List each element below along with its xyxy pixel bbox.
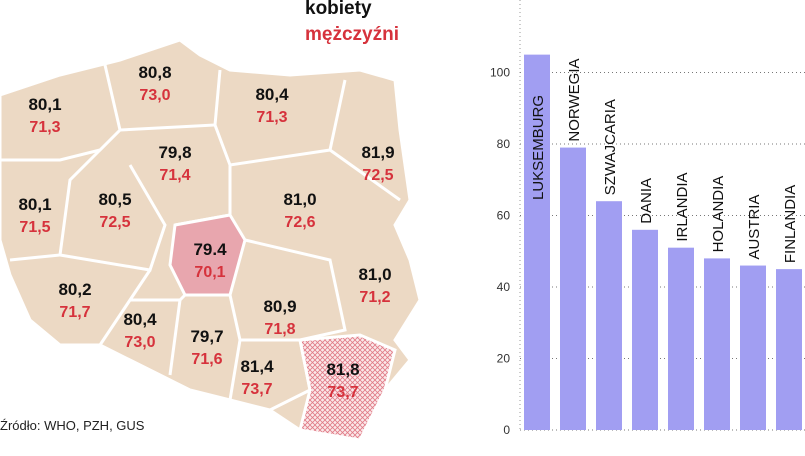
category-label: AUSTRIA xyxy=(746,195,763,260)
men-value: 71,3 xyxy=(29,119,60,136)
women-value: 80,1 xyxy=(28,95,61,114)
region-border xyxy=(213,79,347,167)
men-value: 73,0 xyxy=(139,87,170,104)
category-label: LUKSEMBURG xyxy=(530,95,547,200)
region-labels: 80,8 73,0 80,1 71,3 80,4 71,3 79,8 71,4 81,9 72,5… xyxy=(18,63,394,401)
source: Źródło: WHO, PZH, GUS xyxy=(0,418,145,433)
men-value: 72,6 xyxy=(284,214,315,231)
women-value: 80,5 xyxy=(98,190,131,209)
bar xyxy=(668,247,694,430)
category-label: DANIA xyxy=(638,178,655,224)
women-value: 80,4 xyxy=(255,85,289,104)
category-label: NORWEGIA xyxy=(566,58,583,141)
bar xyxy=(776,269,802,430)
men-value: 73,7 xyxy=(241,381,272,398)
men-value: 70,1 xyxy=(194,264,225,281)
category-label: SZWAJCARIA xyxy=(602,99,619,195)
women-value: 80,2 xyxy=(58,280,91,299)
women-value: 79,8 xyxy=(158,143,191,162)
women-value: 81,9 xyxy=(361,143,394,162)
women-value: 81,4 xyxy=(240,357,274,376)
women-value: 81,0 xyxy=(283,190,316,209)
region-highlight xyxy=(168,213,247,297)
men-value: 73,7 xyxy=(327,384,358,401)
men-value: 73,0 xyxy=(124,334,155,351)
men-value: 71,2 xyxy=(359,289,390,306)
bar xyxy=(524,54,550,430)
men-value: 71,7 xyxy=(59,304,90,321)
region-border xyxy=(244,238,347,342)
women-value: 80,8 xyxy=(138,63,171,82)
men-value: 72,5 xyxy=(99,214,130,231)
map xyxy=(0,38,422,442)
y-tick-label: 0 xyxy=(503,423,510,437)
bar-chart: 0 20 40 60 80 100 LUKSEMBURG NORWEGIA SZWAJCARIA… xyxy=(490,0,805,437)
men-value: 71,5 xyxy=(19,219,50,236)
y-tick-label: 80 xyxy=(497,137,511,151)
men-value: 71,6 xyxy=(191,351,222,368)
bar xyxy=(740,265,766,430)
y-tick-label: 20 xyxy=(497,352,511,366)
category-label: IRLANDIA xyxy=(674,172,691,241)
women-value: 80,9 xyxy=(263,297,296,316)
women-value: 81,8 xyxy=(326,360,359,379)
category-label: HOLANDIA xyxy=(710,176,727,253)
women-value: 79,7 xyxy=(190,327,223,346)
bar xyxy=(632,229,658,430)
women-value: 79.4 xyxy=(193,240,227,259)
legend-women: kobiety xyxy=(305,0,372,19)
region-hatched xyxy=(298,333,397,442)
region-border xyxy=(9,148,102,262)
men-value: 72,5 xyxy=(362,167,393,184)
men-value: 71,4 xyxy=(159,167,190,184)
y-tick-label: 60 xyxy=(497,209,511,223)
women-value: 80,4 xyxy=(123,310,157,329)
region-border xyxy=(329,148,401,202)
y-tick-label: 100 xyxy=(490,66,510,80)
men-value: 71,3 xyxy=(256,109,287,126)
region-border xyxy=(59,164,167,272)
region-border xyxy=(168,299,182,376)
bar xyxy=(596,201,622,430)
category-label: FINLANDIA xyxy=(782,185,799,263)
women-value: 81,0 xyxy=(358,265,391,284)
bar xyxy=(704,258,730,430)
men-value: 71,8 xyxy=(264,321,295,338)
women-value: 80,1 xyxy=(18,195,51,214)
y-tick-label: 40 xyxy=(497,280,511,294)
legend-men: mężczyźni xyxy=(305,24,399,45)
bar xyxy=(560,147,586,430)
